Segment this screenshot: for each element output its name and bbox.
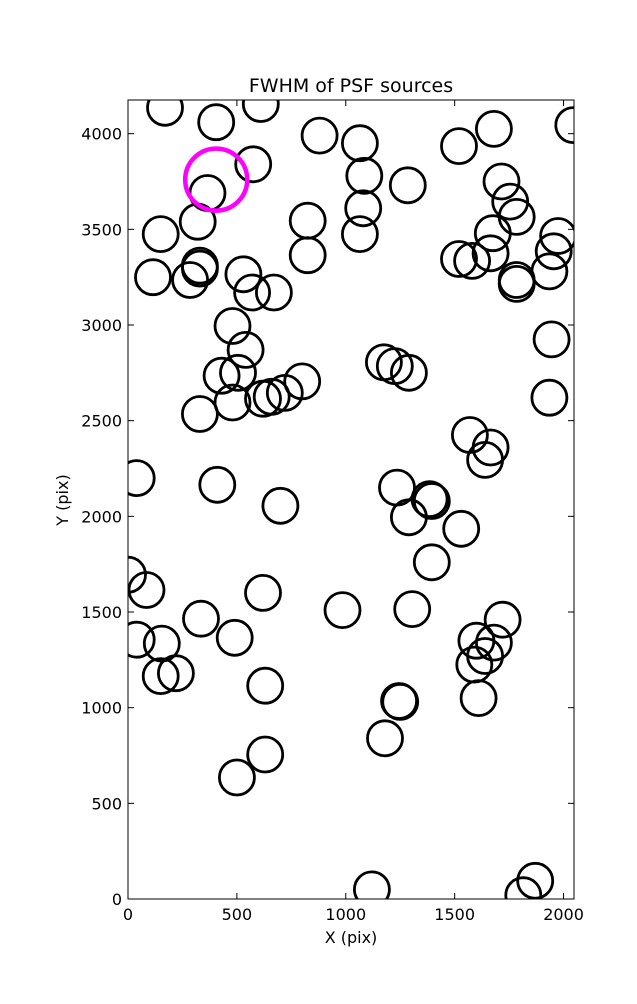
psf-source-circle xyxy=(226,330,265,369)
psf-source-circle xyxy=(389,498,428,537)
psf-source-circle xyxy=(381,683,420,721)
psf-source-circle xyxy=(534,232,573,271)
psf-source-circle xyxy=(474,623,513,662)
psf-source-circle xyxy=(128,571,166,609)
psf-source-circle xyxy=(128,459,156,497)
psf-source-circle xyxy=(366,719,404,758)
fwhm-reference-circle xyxy=(182,146,250,213)
psf-source-circle xyxy=(217,758,256,797)
psf-source-circle xyxy=(412,482,451,520)
psf-source-circle xyxy=(213,307,252,345)
psf-source-circle xyxy=(388,166,427,205)
x-axis-label: X (pix) xyxy=(325,928,378,947)
psf-source-circle xyxy=(375,347,414,386)
y-tick-label: 2500 xyxy=(81,412,122,431)
x-tick-label: 500 xyxy=(222,905,253,924)
psf-source-circle xyxy=(516,861,555,899)
y-tick-label: 500 xyxy=(91,794,122,813)
psf-source-circle xyxy=(389,353,428,392)
psf-source-circle xyxy=(442,509,481,548)
psf-source-circle xyxy=(300,116,339,155)
x-tick-label: 1500 xyxy=(434,905,475,924)
psf-source-circle xyxy=(128,620,156,659)
y-tick-label: 3000 xyxy=(81,316,122,335)
psf-source-circle xyxy=(497,264,536,303)
psf-source-circle xyxy=(323,591,362,629)
y-axis-label: Y (pix) xyxy=(53,474,72,526)
psf-source-circle xyxy=(440,240,478,278)
psf-source-circle xyxy=(233,273,272,312)
psf-source-circle xyxy=(474,109,513,148)
psf-source-circle xyxy=(254,273,293,312)
psf-source-circle xyxy=(455,645,494,684)
y-tick-label: 3500 xyxy=(81,220,122,239)
psf-source-circle xyxy=(288,236,327,275)
psf-source-circle xyxy=(482,162,521,201)
psf-source-circle xyxy=(530,378,569,417)
psf-source-circle xyxy=(180,249,219,288)
x-tick-label: 2000 xyxy=(543,905,584,924)
psf-source-circle xyxy=(213,383,252,422)
chart-title: FWHM of PSF sources xyxy=(249,75,453,97)
x-tick-label: 0 xyxy=(123,905,133,924)
y-tick-label: 2000 xyxy=(81,507,122,526)
y-tick-label: 4000 xyxy=(81,125,122,144)
psf-source-circle xyxy=(141,657,180,695)
y-tick-label: 0 xyxy=(112,890,122,909)
psf-source-circle xyxy=(215,618,254,657)
psf-source-circle xyxy=(504,876,543,899)
psf-source-circle xyxy=(554,106,574,144)
psf-source-circle xyxy=(134,258,172,297)
psf-source-circle xyxy=(539,217,574,255)
psf-source-circle xyxy=(202,356,241,395)
psf-source-circle xyxy=(261,486,300,525)
psf-source-circle xyxy=(412,543,451,582)
psf-source-circle xyxy=(344,189,383,228)
psf-source-circle xyxy=(156,654,195,693)
x-tick-label: 1000 xyxy=(325,905,366,924)
psf-source-circle xyxy=(198,465,237,504)
psf-source-circle xyxy=(246,735,285,774)
psf-source-circle xyxy=(241,100,280,123)
psf-source-circle xyxy=(530,252,569,291)
psf-source-circle xyxy=(182,599,220,638)
psf-source-circle xyxy=(459,679,498,717)
psf-source-circle xyxy=(453,241,492,280)
psf-source-circle xyxy=(466,440,505,479)
psf-source-circle xyxy=(246,666,285,705)
psf-source-circle xyxy=(197,103,236,142)
y-tick-label: 1500 xyxy=(81,603,122,622)
psf-source-circle xyxy=(483,600,522,639)
psf-source-circle xyxy=(393,590,432,628)
psf-source-circle xyxy=(471,234,510,273)
psf-source-circle xyxy=(180,395,219,433)
psf-source-circle xyxy=(466,637,505,675)
psf-source-circle xyxy=(244,379,282,418)
psf-source-circle xyxy=(219,353,257,392)
psf-source-circle xyxy=(345,156,384,195)
psf-source-circle xyxy=(440,127,478,166)
psf-source-circle xyxy=(288,201,327,240)
psf-source-circle xyxy=(532,320,571,359)
psf-source-circle xyxy=(244,574,282,612)
psf-source-circle xyxy=(128,555,147,594)
psf-source-circle xyxy=(450,416,489,454)
psf-source-circle xyxy=(340,124,379,163)
psf-source-circle xyxy=(473,214,512,253)
psf-source-circle xyxy=(234,145,273,184)
plot-area-frame xyxy=(127,99,575,900)
psf-source-circle xyxy=(146,100,184,127)
y-tick-label: 1000 xyxy=(81,699,122,718)
psf-source-circle xyxy=(224,255,263,294)
psf-source-circle xyxy=(340,215,379,254)
psf-source-circle xyxy=(353,870,391,899)
psf-source-circle xyxy=(171,261,210,299)
psf-source-circle xyxy=(141,215,180,254)
